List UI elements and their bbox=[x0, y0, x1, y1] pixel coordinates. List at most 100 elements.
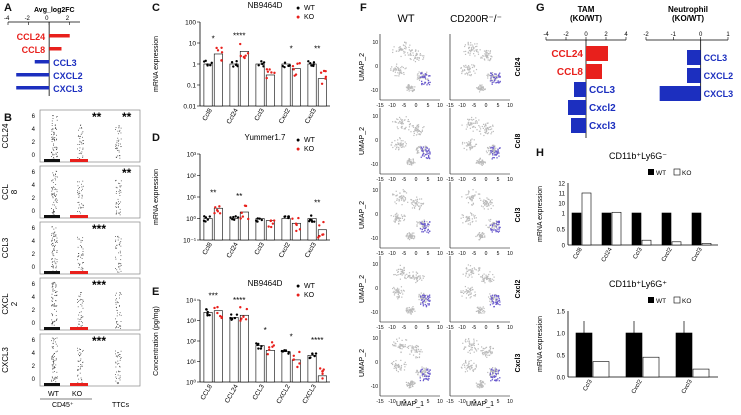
cell-dot bbox=[51, 296, 52, 298]
umap-cell bbox=[416, 74, 419, 76]
umap-cell bbox=[417, 130, 420, 132]
umap-cell bbox=[478, 383, 480, 385]
y-tick-label: -10 bbox=[371, 384, 378, 390]
umap-cell bbox=[412, 385, 414, 388]
umap-cell bbox=[400, 118, 402, 120]
cell-dot bbox=[55, 351, 57, 353]
umap-cell bbox=[423, 74, 425, 76]
cell-dot bbox=[79, 245, 81, 246]
umap-cell bbox=[481, 346, 483, 348]
umap-cell bbox=[488, 351, 490, 353]
cell-dot bbox=[51, 130, 53, 132]
umap-cell bbox=[411, 162, 413, 164]
cell-dot bbox=[118, 191, 120, 192]
bar-ko bbox=[641, 239, 652, 246]
cell-dot bbox=[52, 361, 54, 362]
data-point bbox=[297, 216, 300, 220]
cell-dot bbox=[82, 322, 83, 324]
umap-expr-cell bbox=[495, 150, 497, 152]
umap-expr-cell bbox=[428, 224, 430, 226]
cell-dot bbox=[120, 327, 121, 329]
umap-expr-cell bbox=[490, 376, 492, 378]
cell-dot bbox=[53, 157, 55, 159]
umap-expr-cell bbox=[498, 152, 500, 154]
umap-cell bbox=[419, 77, 421, 79]
umap-cell bbox=[487, 57, 489, 59]
umap-cell bbox=[493, 371, 495, 373]
umap-cell bbox=[476, 45, 478, 47]
umap-cell bbox=[479, 234, 481, 236]
umap-cell bbox=[404, 128, 406, 130]
cell-dot bbox=[52, 364, 54, 366]
cell-dot bbox=[115, 353, 116, 355]
umap-cell bbox=[486, 278, 488, 281]
umap-cell bbox=[401, 48, 403, 50]
umap-cell bbox=[467, 202, 470, 204]
umap-cell bbox=[416, 351, 418, 353]
cell-dot bbox=[119, 186, 121, 188]
umap-cell bbox=[481, 125, 483, 128]
x-tick-label: -15 bbox=[446, 251, 453, 257]
umap-cell bbox=[407, 163, 409, 165]
panel-g: G TAM (KO/WT) Neutrophil (KO/WT) -4 -2 0 2 4 CCL2… bbox=[528, 0, 741, 140]
umap-cell bbox=[485, 131, 487, 133]
umap-expr-cell bbox=[422, 379, 425, 382]
umap-cell bbox=[492, 75, 494, 77]
umap-cell bbox=[405, 143, 407, 145]
cell-dot bbox=[118, 252, 120, 254]
umap-expr-cell bbox=[489, 374, 492, 376]
umap-cell bbox=[414, 61, 417, 63]
umap-cell bbox=[416, 53, 418, 55]
data-point bbox=[239, 319, 242, 322]
umap-cell bbox=[406, 234, 408, 236]
umap-expr-cell bbox=[496, 379, 498, 382]
umap-cell bbox=[481, 308, 483, 310]
cell-dot bbox=[82, 140, 84, 141]
umap-cell bbox=[471, 213, 473, 215]
cell-dot bbox=[54, 378, 56, 380]
cell-dot bbox=[51, 152, 52, 154]
umap-cell bbox=[475, 364, 477, 366]
umap-cell bbox=[490, 353, 492, 355]
umap-cell bbox=[409, 161, 411, 163]
umap-cell bbox=[418, 75, 420, 77]
bar-wt bbox=[281, 218, 291, 241]
tick-label: 2 bbox=[32, 364, 36, 370]
umap-cell bbox=[465, 368, 467, 370]
cell-dot bbox=[116, 187, 118, 189]
umap-cell bbox=[416, 152, 419, 154]
tick-label: -1 bbox=[671, 32, 677, 38]
umap-expr-cell bbox=[428, 150, 430, 152]
umap-cell bbox=[476, 87, 479, 89]
significance: ** bbox=[236, 192, 242, 201]
cell-dot bbox=[120, 263, 122, 265]
cell-dot bbox=[81, 127, 83, 129]
cell-dot bbox=[119, 131, 121, 133]
umap-cell bbox=[484, 123, 487, 125]
data-point bbox=[206, 218, 210, 221]
cell-dot bbox=[54, 376, 56, 378]
umap-cell bbox=[481, 232, 483, 234]
umap-cell bbox=[416, 370, 418, 372]
umap-expr-cell bbox=[422, 305, 425, 307]
umap-cell bbox=[392, 291, 394, 294]
x-tick-label: 5 bbox=[427, 325, 430, 331]
umap-expr-cell bbox=[492, 156, 494, 159]
umap-cell bbox=[483, 208, 485, 210]
umap-cell bbox=[469, 297, 471, 299]
umap-cell bbox=[481, 385, 483, 387]
umap-cell bbox=[471, 218, 473, 220]
umap-expr-cell bbox=[420, 299, 423, 301]
umap-cell bbox=[404, 68, 406, 70]
cell-dot bbox=[115, 147, 116, 149]
cell-dot bbox=[77, 353, 79, 355]
cell-dot bbox=[52, 264, 53, 265]
umap-cell bbox=[486, 356, 488, 358]
cell-dot bbox=[82, 148, 84, 150]
tick-label: 6 bbox=[32, 170, 36, 176]
significance: * bbox=[290, 332, 293, 341]
umap-cell bbox=[481, 89, 483, 91]
bar-ko bbox=[642, 356, 660, 378]
data-point bbox=[267, 348, 271, 351]
umap-cell bbox=[398, 345, 400, 347]
